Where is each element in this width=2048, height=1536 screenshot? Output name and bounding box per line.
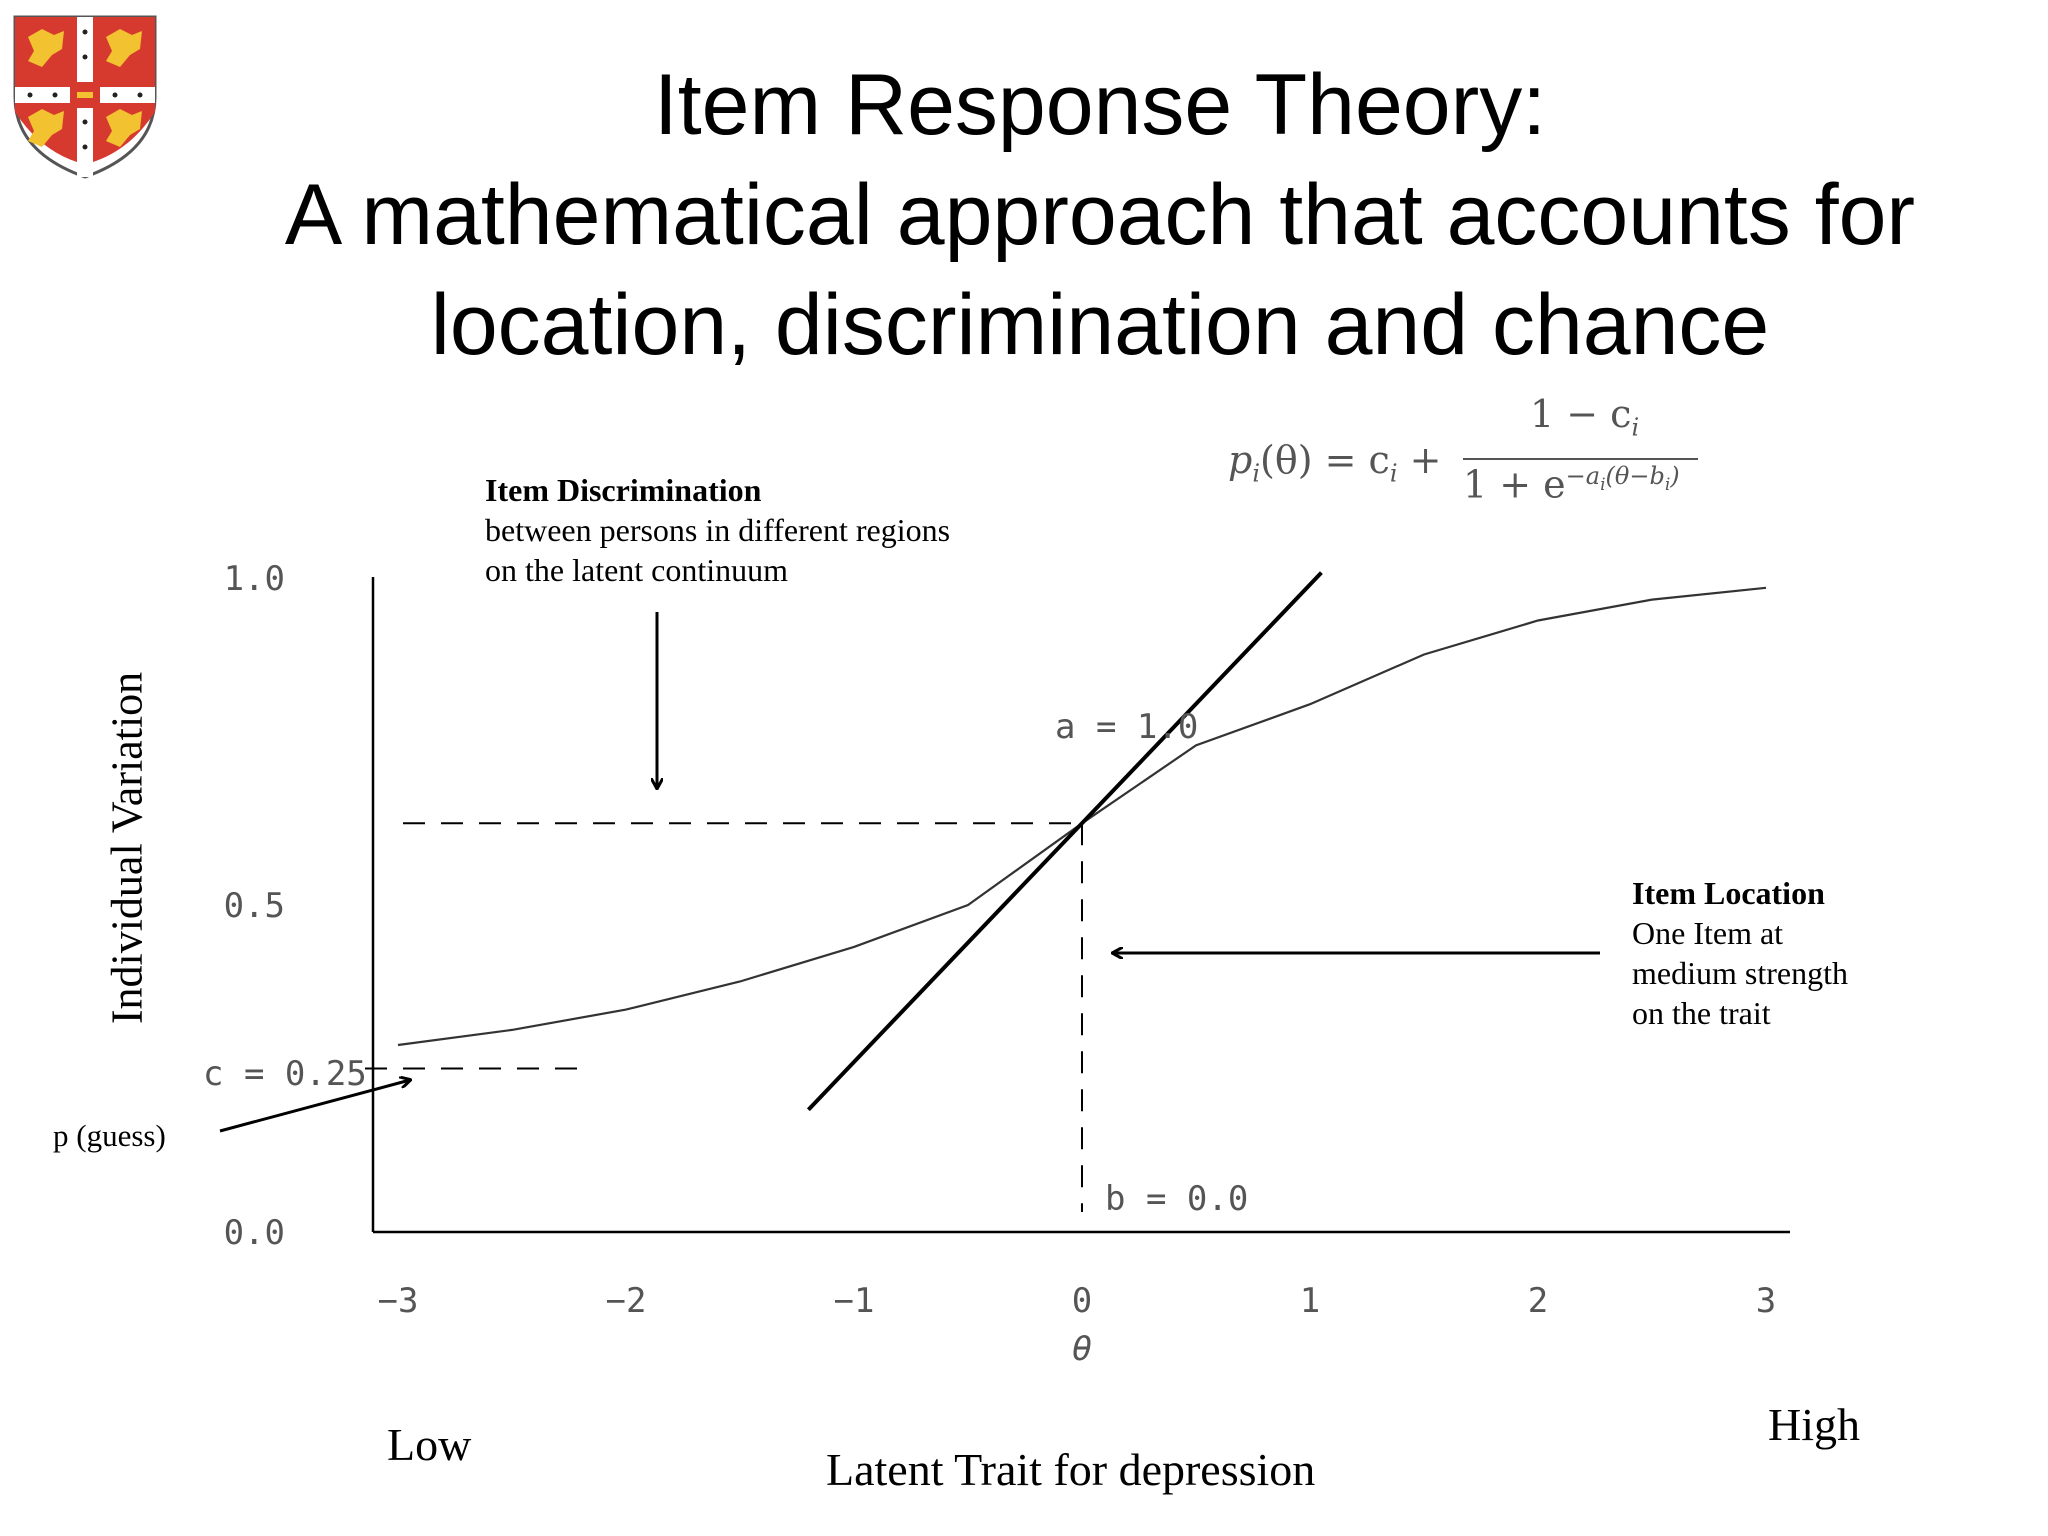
discrimination-line-1: between persons in different regions (485, 512, 951, 548)
formula-den-exp: −a (1565, 462, 1601, 490)
guess-arrow (219, 1080, 410, 1133)
formula-den-exp-sub1: i (1600, 474, 1606, 495)
discrimination-annotation: Item Discrimination between persons in d… (485, 470, 950, 590)
location-line-1: One Item at (1632, 915, 1784, 951)
y-tick-label: 0.5 (224, 886, 285, 926)
b-param-label: b = 0.0 (1105, 1179, 1248, 1219)
y-tick-label: 1.0 (224, 559, 285, 599)
formula-denominator: 1 + e−ai(θ−bi) (1463, 462, 1680, 507)
x-tick-label: 1 (1300, 1281, 1320, 1321)
x-axis-symbol: θ (1072, 1329, 1092, 1369)
x-axis-label: Latent Trait for depression (826, 1444, 1316, 1495)
formula-den-exp-sub2: i (1664, 474, 1671, 495)
high-label: High (1768, 1399, 1860, 1450)
guess-label: p (guess) (53, 1118, 166, 1153)
x-tick-label: 2 (1528, 1281, 1548, 1321)
formula-lhs: p (1228, 438, 1253, 482)
discrimination-heading: Item Discrimination (485, 472, 762, 508)
y-tick-label: 0.0 (224, 1213, 285, 1253)
formula-den-base: 1 + e (1463, 462, 1566, 507)
formula-num: 1 − c (1530, 392, 1632, 436)
slide-title: Item Response Theory: A mathematical app… (200, 50, 2000, 380)
formula-num-sub: i (1631, 413, 1640, 442)
formula-lhs-arg: (θ) = c (1260, 438, 1390, 482)
irt-formula: pi(θ) = ci + (1228, 438, 1441, 488)
formula-den-exp-mid: (θ−b (1605, 462, 1665, 490)
formula-lhs-sub: i (1252, 459, 1261, 488)
location-heading: Item Location (1632, 875, 1825, 911)
location-line-2: medium strength (1632, 955, 1848, 991)
formula-numerator: 1 − ci (1530, 392, 1639, 442)
formula-fraction-bar (1463, 458, 1698, 460)
title-line-1: Item Response Theory: (653, 57, 1547, 153)
x-tick-label: −1 (834, 1281, 875, 1321)
discrimination-tangent (806, 571, 1323, 1112)
title-line-3: location, discrimination and chance (430, 277, 1770, 373)
location-line-3: on the trait (1632, 995, 1771, 1031)
x-tick-label: −3 (378, 1281, 419, 1321)
formula-den-exp-end: ) (1670, 462, 1680, 490)
title-line-2: A mathematical approach that accounts fo… (284, 167, 1916, 263)
a-param-label: a = 1.0 (1055, 707, 1198, 747)
x-tick-label: 0 (1072, 1281, 1092, 1321)
low-label: Low (387, 1419, 472, 1470)
formula-plus: + (1397, 438, 1442, 482)
c-param-label: c = 0.25 (203, 1054, 367, 1094)
formula-c-sub: i (1389, 459, 1398, 488)
x-tick-label: −2 (606, 1281, 647, 1321)
discrimination-line-2: on the latent continuum (485, 552, 789, 588)
location-annotation: Item Location One Item at medium strengt… (1632, 873, 1848, 1033)
cambridge-crest-logo (13, 15, 157, 179)
x-tick-label: 3 (1756, 1281, 1776, 1321)
